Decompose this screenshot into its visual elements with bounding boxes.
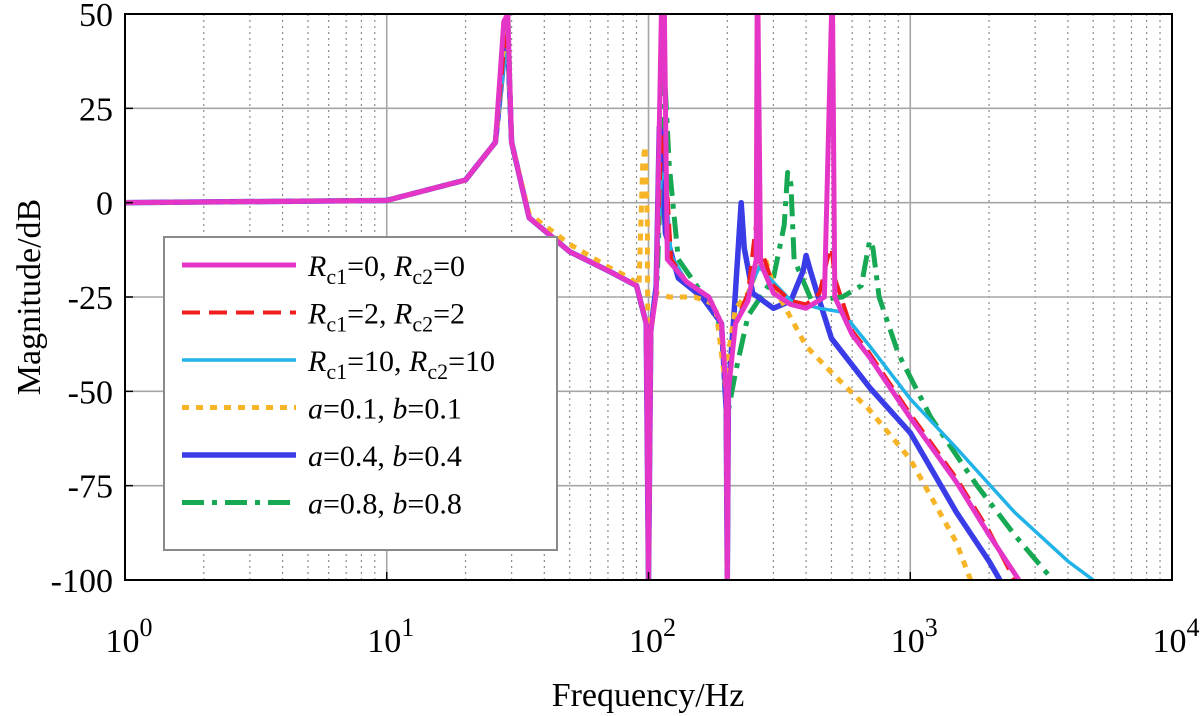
x-tick-base: 10 — [1153, 623, 1187, 660]
x-tick-label: 101 — [367, 613, 414, 660]
y-tick-label: -50 — [68, 374, 113, 411]
legend-label-part: =0.1, — [323, 393, 392, 426]
legend-label: Rc1=10, Rc2=10 — [307, 345, 495, 384]
series-layer — [125, 14, 1095, 580]
legend-label-part: c1 — [326, 264, 347, 289]
x-tick-base: 10 — [106, 623, 140, 660]
legend-label-part: c2 — [412, 264, 433, 289]
legend-label-part: a — [308, 393, 323, 426]
legend-label-part: =2 — [433, 298, 465, 331]
legend-label-part: =0.1 — [407, 393, 461, 426]
legend-label-part: c2 — [427, 359, 448, 384]
x-tick-base: 10 — [367, 623, 401, 660]
x-tick-base: 10 — [629, 623, 663, 660]
legend-label-part: =0, — [347, 250, 394, 283]
legend-label: a=0.1, b=0.1 — [308, 393, 462, 426]
x-tick-base: 10 — [891, 623, 925, 660]
x-axis-label: Frequency/Hz — [552, 677, 745, 714]
x-tick-exponent: 3 — [925, 613, 938, 642]
legend-label-part: =2, — [347, 298, 394, 331]
legend-label: Rc1=2, Rc2=2 — [307, 298, 465, 337]
legend-label-part: R — [307, 345, 326, 378]
legend-label-part: =0 — [433, 250, 465, 283]
legend-label-part: c1 — [326, 359, 347, 384]
legend-label-part: R — [393, 298, 412, 331]
y-tick-label: -75 — [68, 469, 113, 506]
x-tick-label: 102 — [629, 613, 676, 660]
legend-label-part: b — [392, 440, 407, 473]
legend-label-part: R — [393, 250, 412, 283]
y-tick-label: 25 — [79, 91, 113, 128]
legend-box — [163, 236, 558, 551]
legend-label-part: =0.4, — [323, 440, 392, 473]
y-tick-label: 50 — [79, 0, 113, 34]
y-axis-label: Magnitude/dB — [11, 199, 48, 395]
legend-label-part: =0.8 — [407, 488, 461, 521]
x-tick-label: 104 — [1153, 613, 1200, 660]
legend-label-part: R — [307, 298, 326, 331]
x-tick-label: 103 — [891, 613, 938, 660]
legend-label: a=0.8, b=0.8 — [308, 488, 462, 521]
series-line-1 — [125, 14, 1021, 580]
x-axis-ticks: 100 101 102 103 104 — [106, 572, 1200, 660]
legend-label-part: c1 — [326, 312, 347, 337]
y-tick-label: -25 — [68, 280, 113, 317]
x-tick-exponent: 1 — [401, 613, 414, 642]
legend-label-part: =0.4 — [407, 440, 461, 473]
x-tick-exponent: 0 — [140, 613, 153, 642]
x-tick-label: 100 — [106, 613, 153, 660]
y-axis-ticks: 50 25 0 -25 -50 -75 -100 — [51, 0, 133, 600]
legend-label-part: R — [307, 250, 326, 283]
legend-label-part: a — [308, 440, 323, 473]
x-tick-exponent: 2 — [663, 613, 676, 642]
y-tick-label: 0 — [96, 186, 113, 223]
legend-label: Rc1=0, Rc2=0 — [307, 250, 465, 289]
legend-label-part: a — [308, 488, 323, 521]
legend-label-part: b — [392, 488, 407, 521]
legend-label-part: =10 — [448, 345, 495, 378]
legend-label-part: b — [392, 393, 407, 426]
legend-label-part: =10, — [347, 345, 409, 378]
y-tick-label: -100 — [51, 563, 113, 600]
legend-label-part: =0.8, — [323, 488, 392, 521]
legend-label-part: R — [408, 345, 427, 378]
x-tick-exponent: 4 — [1187, 613, 1200, 642]
legend-label-part: c2 — [412, 312, 433, 337]
legend-label: a=0.4, b=0.4 — [308, 440, 462, 473]
